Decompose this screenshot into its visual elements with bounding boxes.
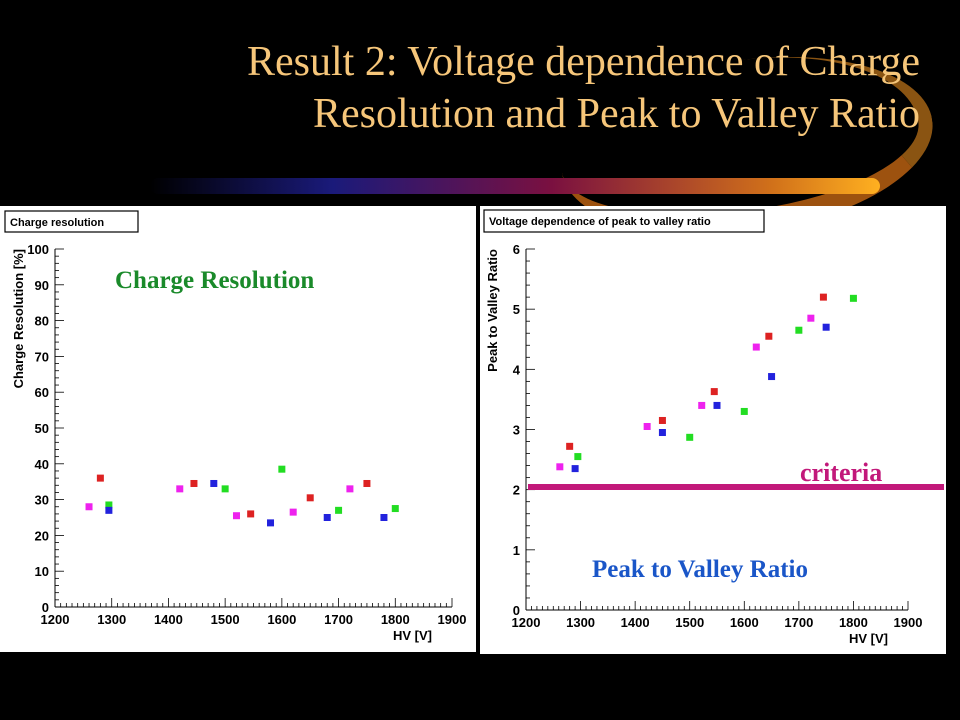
x-tick-label: 1500 bbox=[675, 615, 704, 630]
x-tick-label: 1300 bbox=[566, 615, 595, 630]
data-point bbox=[740, 407, 748, 415]
charge-resolution-annotation: Charge Resolution bbox=[115, 267, 315, 294]
charge-resolution-chart: Charge resolution 1200 1300 1400 1500 1600 170… bbox=[4, 210, 467, 643]
data-point bbox=[363, 479, 371, 487]
chart-title: Charge resolution bbox=[10, 217, 104, 229]
y-tick-label: 70 bbox=[35, 349, 49, 364]
x-tick-label: 1500 bbox=[211, 612, 240, 627]
data-point bbox=[96, 474, 104, 482]
x-tick-label: 1900 bbox=[438, 612, 467, 627]
data-point bbox=[807, 314, 815, 322]
data-point bbox=[306, 494, 314, 502]
data-point bbox=[232, 512, 240, 520]
x-tick-label: 1600 bbox=[267, 612, 296, 627]
data-point bbox=[710, 388, 718, 396]
x-tick-label: 1900 bbox=[894, 615, 923, 630]
data-point bbox=[713, 401, 721, 409]
y-tick-label: 40 bbox=[35, 457, 49, 472]
x-tick-label: 1200 bbox=[512, 615, 541, 630]
data-point bbox=[795, 326, 803, 334]
slide-title-line-1: Result 2: Voltage dependence of Charge bbox=[246, 39, 920, 85]
peak-to-valley-chart: Voltage dependence of peak to valley rat… bbox=[483, 209, 923, 646]
y-tick-label: 80 bbox=[35, 314, 49, 329]
data-point bbox=[267, 519, 275, 527]
x-tick-label: 1400 bbox=[154, 612, 183, 627]
x-tick-label: 1800 bbox=[381, 612, 410, 627]
y-tick-label: 60 bbox=[35, 385, 49, 400]
chart-title: Voltage dependence of peak to valley rat… bbox=[489, 216, 711, 228]
slide-title-line-2: Resolution and Peak to Valley Ratio bbox=[313, 91, 920, 137]
charge-resolution-panel: Charge resolution 1200 1300 1400 1500 1600 170… bbox=[0, 206, 476, 652]
y-tick-label: 100 bbox=[27, 242, 49, 257]
y-tick-label: 2 bbox=[513, 483, 520, 498]
x-tick-label: 1800 bbox=[839, 615, 868, 630]
data-point bbox=[105, 506, 113, 514]
data-point bbox=[566, 442, 574, 450]
y-tick-label: 4 bbox=[513, 362, 521, 377]
peak-to-valley-annotation: Peak to Valley Ratio bbox=[592, 556, 808, 583]
data-point bbox=[289, 508, 297, 516]
data-point bbox=[278, 465, 286, 473]
criteria-label: criteria bbox=[800, 458, 883, 487]
x-tick-label: 1300 bbox=[97, 612, 126, 627]
y-tick-label: 0 bbox=[513, 603, 520, 618]
x-axis-label: HV [V] bbox=[393, 628, 432, 643]
data-point bbox=[686, 433, 694, 441]
x-axis-label: HV [V] bbox=[849, 631, 888, 646]
y-tick-label: 3 bbox=[513, 423, 520, 438]
y-tick-label: 1 bbox=[513, 543, 520, 558]
y-tick-label: 90 bbox=[35, 278, 49, 293]
title-underline-streak bbox=[150, 178, 880, 194]
y-axis-label: Charge Resolution [%] bbox=[11, 249, 26, 388]
y-tick-label: 20 bbox=[35, 528, 49, 543]
data-point bbox=[105, 501, 113, 509]
data-point bbox=[176, 485, 184, 493]
data-point bbox=[210, 479, 218, 487]
data-point bbox=[247, 510, 255, 518]
data-point bbox=[849, 294, 857, 302]
slide-title: Result 2: Voltage dependence of Charge R… bbox=[40, 36, 920, 140]
data-point bbox=[574, 453, 582, 461]
x-tick-label: 1200 bbox=[41, 612, 70, 627]
data-point bbox=[752, 343, 760, 351]
chart-title-box bbox=[483, 209, 765, 233]
chart-title-box bbox=[4, 210, 139, 233]
data-point bbox=[85, 503, 93, 511]
data-point bbox=[571, 465, 579, 473]
data-point bbox=[819, 293, 827, 301]
peak-to-valley-panel: Voltage dependence of peak to valley rat… bbox=[480, 206, 946, 654]
y-tick-label: 0 bbox=[42, 600, 49, 615]
data-point bbox=[391, 505, 399, 513]
x-tick-label: 1400 bbox=[621, 615, 650, 630]
data-point bbox=[658, 429, 666, 437]
data-point bbox=[822, 323, 830, 331]
data-point bbox=[768, 373, 776, 381]
data-point bbox=[556, 463, 564, 471]
y-tick-label: 50 bbox=[35, 421, 49, 436]
y-tick-label: 30 bbox=[35, 493, 49, 508]
y-tick-label: 6 bbox=[513, 242, 520, 257]
data-point bbox=[335, 506, 343, 514]
x-tick-label: 1600 bbox=[730, 615, 759, 630]
data-point bbox=[643, 422, 651, 430]
data-point bbox=[658, 416, 666, 424]
data-point bbox=[323, 514, 331, 521]
y-tick-label: 10 bbox=[35, 564, 49, 579]
x-tick-label: 1700 bbox=[324, 612, 353, 627]
y-tick-label: 5 bbox=[513, 302, 520, 317]
data-point bbox=[698, 401, 706, 409]
data-point bbox=[346, 485, 354, 493]
x-tick-label: 1700 bbox=[784, 615, 813, 630]
y-axis-label: Peak to Valley Ratio bbox=[485, 249, 500, 372]
data-point bbox=[380, 514, 388, 521]
criteria-line bbox=[528, 484, 944, 490]
data-point bbox=[221, 485, 229, 493]
data-point bbox=[765, 332, 773, 340]
data-point bbox=[190, 479, 198, 487]
